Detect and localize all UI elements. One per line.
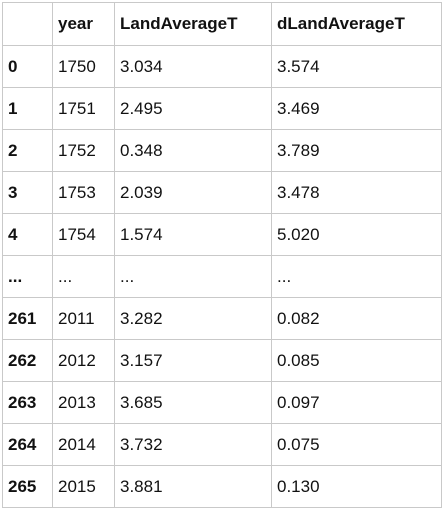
row-index: 3 [2, 171, 53, 214]
year-cell: 1750 [52, 45, 115, 88]
row-index: 262 [2, 339, 53, 382]
year-cell: 2012 [52, 339, 115, 382]
land-average-t-cell: 1.574 [114, 213, 272, 256]
land-average-t-cell: 3.881 [114, 465, 272, 508]
row-index: 265 [2, 465, 53, 508]
table-row: 3 1753 2.039 3.478 [2, 171, 442, 214]
ellipsis-row: ... ... ... ... [2, 255, 442, 298]
table-row: 2 1752 0.348 3.789 [2, 129, 442, 172]
table-row: 0 1750 3.034 3.574 [2, 45, 442, 88]
d-land-average-t-cell: 0.097 [271, 381, 442, 424]
year-cell: 1751 [52, 87, 115, 130]
table-row: 263 2013 3.685 0.097 [2, 381, 442, 424]
land-average-t-cell: 3.732 [114, 423, 272, 466]
land-average-t-cell: 3.282 [114, 297, 272, 340]
d-land-average-t-cell: 0.085 [271, 339, 442, 382]
d-land-average-t-cell: 0.082 [271, 297, 442, 340]
row-index: 263 [2, 381, 53, 424]
row-index: 0 [2, 45, 53, 88]
column-header-d-land-average-t: dLandAverageT [271, 2, 442, 46]
d-land-average-t-cell: 3.574 [271, 45, 442, 88]
row-index: 2 [2, 129, 53, 172]
index-header [2, 2, 53, 46]
land-average-t-cell: 3.685 [114, 381, 272, 424]
d-land-average-t-cell: 0.075 [271, 423, 442, 466]
table-row: 265 2015 3.881 0.130 [2, 465, 442, 508]
land-average-t-cell: 0.348 [114, 129, 272, 172]
land-average-t-cell: ... [114, 255, 272, 298]
year-cell: ... [52, 255, 115, 298]
dataframe-table: year LandAverageT dLandAverageT 0 1750 3… [2, 2, 442, 508]
d-land-average-t-cell: 0.130 [271, 465, 442, 508]
land-average-t-cell: 2.039 [114, 171, 272, 214]
table-row: 261 2011 3.282 0.082 [2, 297, 442, 340]
d-land-average-t-cell: 3.469 [271, 87, 442, 130]
year-cell: 1752 [52, 129, 115, 172]
d-land-average-t-cell: ... [271, 255, 442, 298]
row-index: 1 [2, 87, 53, 130]
header-row: year LandAverageT dLandAverageT [2, 2, 442, 46]
dataframe-container: year LandAverageT dLandAverageT 0 1750 3… [2, 2, 442, 508]
year-cell: 2014 [52, 423, 115, 466]
row-index: 4 [2, 213, 53, 256]
d-land-average-t-cell: 3.478 [271, 171, 442, 214]
table-row: 262 2012 3.157 0.085 [2, 339, 442, 382]
year-cell: 2015 [52, 465, 115, 508]
land-average-t-cell: 3.157 [114, 339, 272, 382]
land-average-t-cell: 2.495 [114, 87, 272, 130]
row-index: 261 [2, 297, 53, 340]
year-cell: 2013 [52, 381, 115, 424]
table-row: 1 1751 2.495 3.469 [2, 87, 442, 130]
table-row: 4 1754 1.574 5.020 [2, 213, 442, 256]
year-cell: 2011 [52, 297, 115, 340]
d-land-average-t-cell: 3.789 [271, 129, 442, 172]
year-cell: 1754 [52, 213, 115, 256]
year-cell: 1753 [52, 171, 115, 214]
column-header-land-average-t: LandAverageT [114, 2, 272, 46]
row-index: 264 [2, 423, 53, 466]
d-land-average-t-cell: 5.020 [271, 213, 442, 256]
row-index: ... [2, 255, 53, 298]
column-header-year: year [52, 2, 115, 46]
land-average-t-cell: 3.034 [114, 45, 272, 88]
table-row: 264 2014 3.732 0.075 [2, 423, 442, 466]
